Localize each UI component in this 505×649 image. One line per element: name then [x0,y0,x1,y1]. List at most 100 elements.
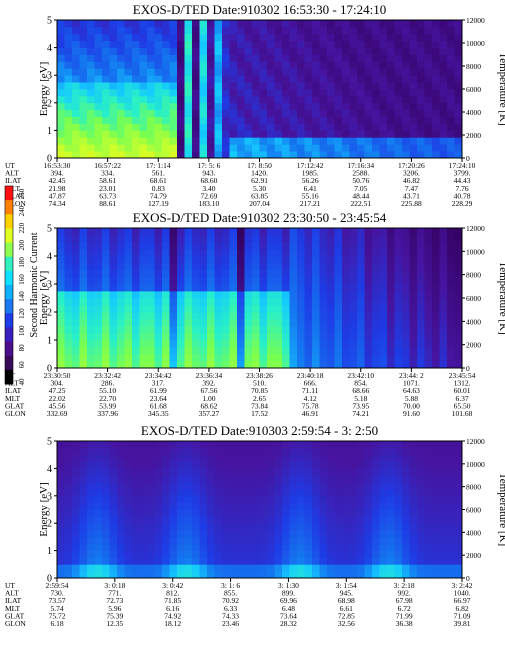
heatmap-cell [237,116,245,124]
heatmap-cell [304,151,313,159]
heatmap-cell [447,475,455,483]
heatmap-cell [447,495,455,504]
heatmap-cell [259,54,268,62]
heatmap-cell [162,151,170,159]
heatmap-cell [402,475,410,483]
heatmap-cell [117,564,125,572]
heatmap-cell [447,340,455,348]
heatmap-cell [184,109,193,117]
heatmap-cell [447,319,455,327]
heatmap-cell [169,361,178,369]
heatmap-cell [87,235,95,243]
heatmap-cell [229,530,238,538]
heatmap-cell [282,488,290,497]
heatmap-cell [132,75,140,83]
heatmap-cell [349,235,358,243]
heatmap-cell [94,291,103,299]
table-cell: 304. [50,379,63,388]
heatmap-cell [424,20,433,28]
heatmap-cell [177,137,185,145]
heatmap-cell [147,20,155,28]
heatmap-cell [117,235,125,243]
heatmap-cell [357,530,365,538]
heatmap-cell [304,523,313,531]
heatmap-cell [312,263,320,271]
heatmap-cell [229,284,238,292]
heatmap-cell [379,354,388,362]
heatmap-cell [147,495,155,504]
table-cell: 61.99 [150,386,167,395]
heatmap-cell [177,47,185,55]
heatmap-cell [297,75,305,83]
heatmap-cell [94,312,103,320]
heatmap-cell [297,333,305,341]
heatmap-cell [297,116,305,124]
heatmap-cell [289,228,298,236]
heatmap-cell [274,516,283,524]
heatmap-cell [387,95,395,104]
heatmap-cell [409,468,418,476]
heatmap-cell [372,557,380,565]
table-cell: 6.61 [340,604,353,613]
heatmap-cell [267,441,275,449]
heatmap-cell [417,61,425,69]
heatmap-cell [192,33,200,42]
heatmap-cell [207,536,215,545]
heatmap-cell [312,326,320,334]
heatmap-cell [199,270,208,278]
heatmap-cell [409,454,418,462]
heatmap-cell [297,319,305,327]
heatmap-cell [199,447,208,456]
heatmap-cell [132,509,140,517]
heatmap-cell [154,461,163,469]
heatmap-cell [94,54,103,62]
heatmap-cell [364,571,373,579]
heatmap-cell [394,116,403,124]
heatmap-cell [117,347,125,355]
heatmap-cell [199,116,208,124]
heatmap-cell [342,130,350,138]
heatmap-cell [447,502,455,510]
heatmap-cell [297,523,305,531]
colorbar-tick-label: 200 [18,240,26,251]
heatmap-cell [349,47,358,55]
heatmap-cell [87,249,95,257]
heatmap-cell [117,482,125,490]
heatmap-cell [132,263,140,271]
heatmap-cell [274,509,283,517]
heatmap-cell [139,564,148,572]
heatmap-cell [109,116,118,124]
heatmap-cell [454,102,463,111]
heatmap-cell [417,277,425,285]
heatmap-cell [402,482,410,490]
heatmap-cell [439,144,448,152]
table-cell: 5.96 [108,604,121,613]
heatmap-cell [147,270,155,278]
heatmap-cell [432,461,440,469]
heatmap-cell [132,298,140,306]
heatmap-cell [447,291,455,299]
heatmap-cell [409,284,418,292]
heatmap-cell [64,523,73,531]
heatmap-cell [372,571,380,579]
table-cell: 39.81 [454,619,471,628]
heatmap-cell [214,284,223,292]
heatmap-cell [364,298,373,306]
heatmap-cell [147,523,155,531]
heatmap-cell [342,326,350,334]
heatmap-cell [109,151,118,159]
heatmap-cell [237,347,245,355]
heatmap-cell [124,82,133,90]
heatmap-cell [387,475,395,483]
heatmap-cell [102,516,110,524]
heatmap-cell [177,33,185,42]
heatmap-cell [432,151,440,159]
heatmap-cell [199,151,208,159]
heatmap-cell [109,543,118,551]
heatmap-cell [364,256,373,264]
heatmap-cell [334,47,343,55]
heatmap-cell [154,441,163,449]
heatmap-cell [267,102,275,111]
heatmap-cell [274,68,283,76]
heatmap-cell [447,235,455,243]
